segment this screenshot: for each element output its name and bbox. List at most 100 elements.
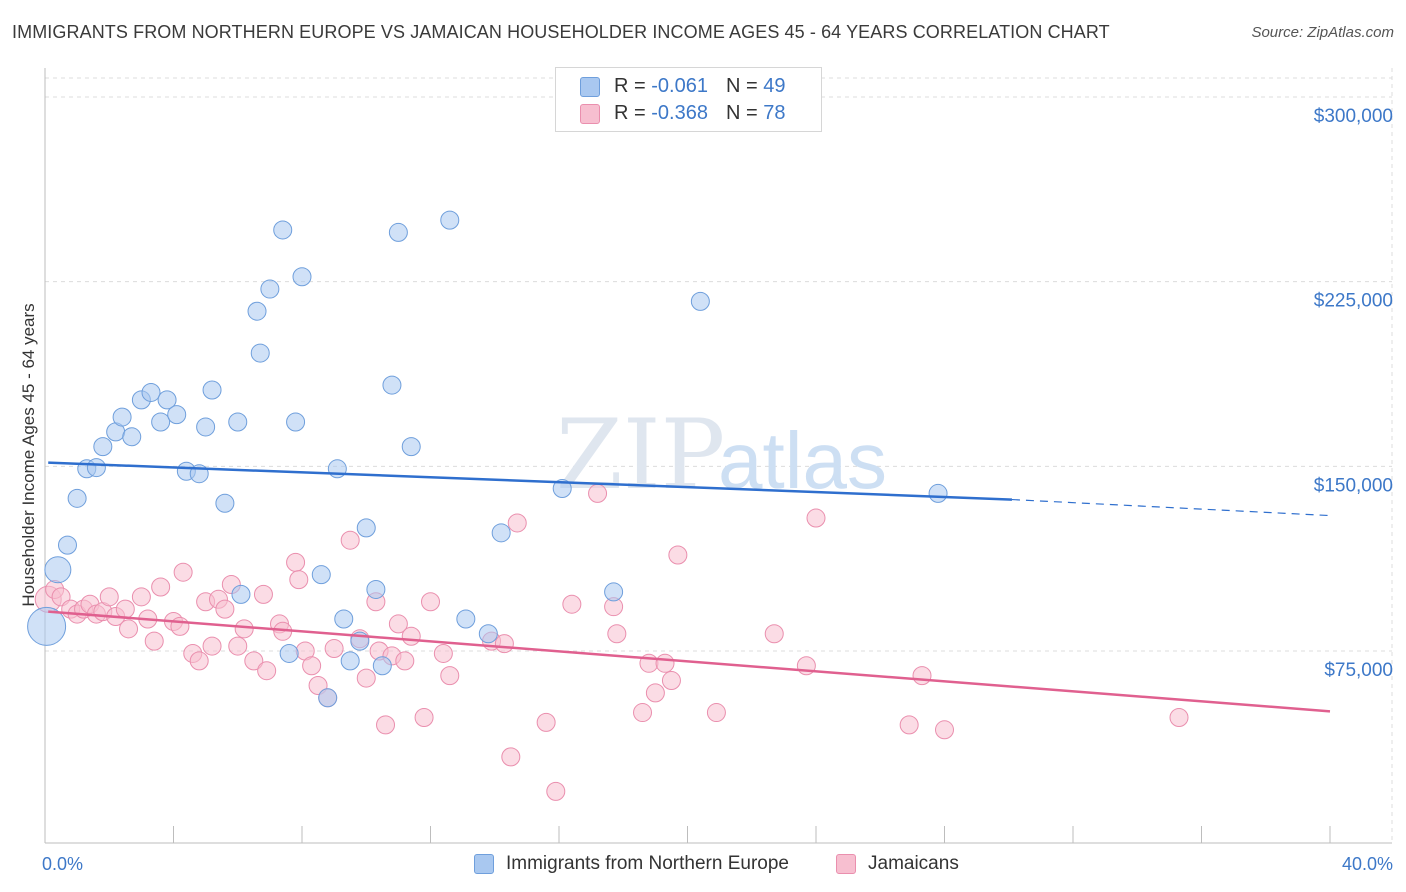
data-point <box>273 220 293 240</box>
data-point <box>928 483 948 503</box>
y-tick-label: $300,000 <box>1314 106 1393 127</box>
data-point <box>247 301 267 321</box>
source-label: Source: ZipAtlas.com <box>1251 24 1394 41</box>
data-point <box>899 715 919 735</box>
legend-n-value: 49 <box>763 75 786 97</box>
data-point <box>231 584 251 604</box>
data-point <box>388 222 408 242</box>
data-point <box>244 651 264 671</box>
data-point <box>318 688 338 708</box>
data-point <box>311 565 331 585</box>
data-point <box>141 382 161 402</box>
data-point <box>414 707 434 727</box>
bottom-legend-label-northern-europe: Immigrants from Northern Europe <box>506 853 789 874</box>
data-point <box>562 594 582 614</box>
data-point <box>401 437 421 457</box>
data-point <box>633 703 653 723</box>
data-point <box>196 417 216 437</box>
legend-r-label: R = <box>614 102 646 124</box>
data-point <box>690 291 710 311</box>
data-point <box>234 619 254 639</box>
data-point <box>372 656 392 676</box>
x-tick-label: 40.0% <box>1342 854 1393 874</box>
data-point <box>655 653 675 673</box>
data-point <box>764 624 784 644</box>
series-northern-europe <box>27 210 948 708</box>
data-point <box>131 587 151 607</box>
data-point <box>401 626 421 646</box>
axes <box>44 68 1392 844</box>
data-point <box>215 599 235 619</box>
y-axis-label: Householder Income Ages 45 - 64 years <box>19 303 38 606</box>
data-point <box>44 556 72 584</box>
data-point <box>99 587 119 607</box>
data-point <box>93 437 113 457</box>
y-tick-label: $150,000 <box>1314 475 1393 496</box>
bottom-legend-label-jamaicans: Jamaicans <box>868 853 959 874</box>
data-point <box>86 458 106 478</box>
x-tick-label: 0.0% <box>42 854 83 874</box>
legend-row-northern-europe: R = -0.061 N = 49 <box>556 73 785 100</box>
data-point <box>286 552 306 572</box>
data-point <box>706 703 726 723</box>
data-point <box>536 712 556 732</box>
data-point <box>661 671 681 691</box>
data-point <box>340 651 360 671</box>
data-point <box>253 584 273 604</box>
legend-row-jamaicans: R = -0.368 N = 78 <box>556 100 785 127</box>
data-point <box>388 614 408 634</box>
data-point <box>607 624 627 644</box>
y-tick-label: $75,000 <box>1324 660 1393 681</box>
chart-title: IMMIGRANTS FROM NORTHERN EUROPE VS JAMAI… <box>12 22 1110 42</box>
bottom-legend-swatch-northern-europe <box>474 854 494 874</box>
data-point <box>935 720 954 740</box>
data-point <box>912 666 932 686</box>
data-point <box>151 412 171 432</box>
legend-n-label: N = <box>725 75 758 97</box>
data-point <box>67 488 87 508</box>
data-point <box>119 619 139 639</box>
data-point <box>112 407 132 427</box>
data-point <box>507 513 527 533</box>
data-point <box>202 380 222 400</box>
legend-r-value: -0.061 <box>651 75 708 97</box>
data-point <box>421 592 440 612</box>
watermark-zip: ZIP <box>556 399 725 511</box>
data-point <box>604 582 624 602</box>
data-point <box>228 636 248 656</box>
trend-line-jamaicans <box>48 610 1331 713</box>
data-point <box>170 616 190 636</box>
data-point <box>668 545 688 565</box>
data-point <box>189 651 209 671</box>
data-point <box>260 279 280 299</box>
data-point <box>433 643 453 663</box>
bottom-legend-swatch-jamaicans <box>836 854 856 874</box>
y-tick-label: $225,000 <box>1314 291 1393 312</box>
legend-r-label: R = <box>614 75 646 97</box>
data-point <box>151 577 171 597</box>
data-point <box>202 636 222 656</box>
data-point <box>376 715 396 735</box>
data-point <box>356 518 376 538</box>
data-point <box>250 343 270 363</box>
data-point <box>440 210 460 230</box>
data-point <box>215 493 235 513</box>
data-point <box>173 562 193 582</box>
data-point <box>588 483 608 503</box>
data-point <box>122 427 142 447</box>
data-point <box>440 666 460 686</box>
data-point <box>167 405 187 425</box>
data-point <box>257 661 277 681</box>
data-point <box>334 609 354 629</box>
trend-line-northern-europe <box>48 461 1013 501</box>
data-point <box>366 579 386 599</box>
data-point <box>478 624 498 644</box>
data-point <box>395 651 415 671</box>
data-point <box>279 643 299 663</box>
data-point <box>292 267 312 287</box>
data-point <box>501 747 521 767</box>
stats-legend: R = -0.061 N = 49 R = -0.368 N = 78 <box>555 67 822 132</box>
data-point <box>302 656 322 676</box>
legend-n-label: N = <box>725 102 758 124</box>
